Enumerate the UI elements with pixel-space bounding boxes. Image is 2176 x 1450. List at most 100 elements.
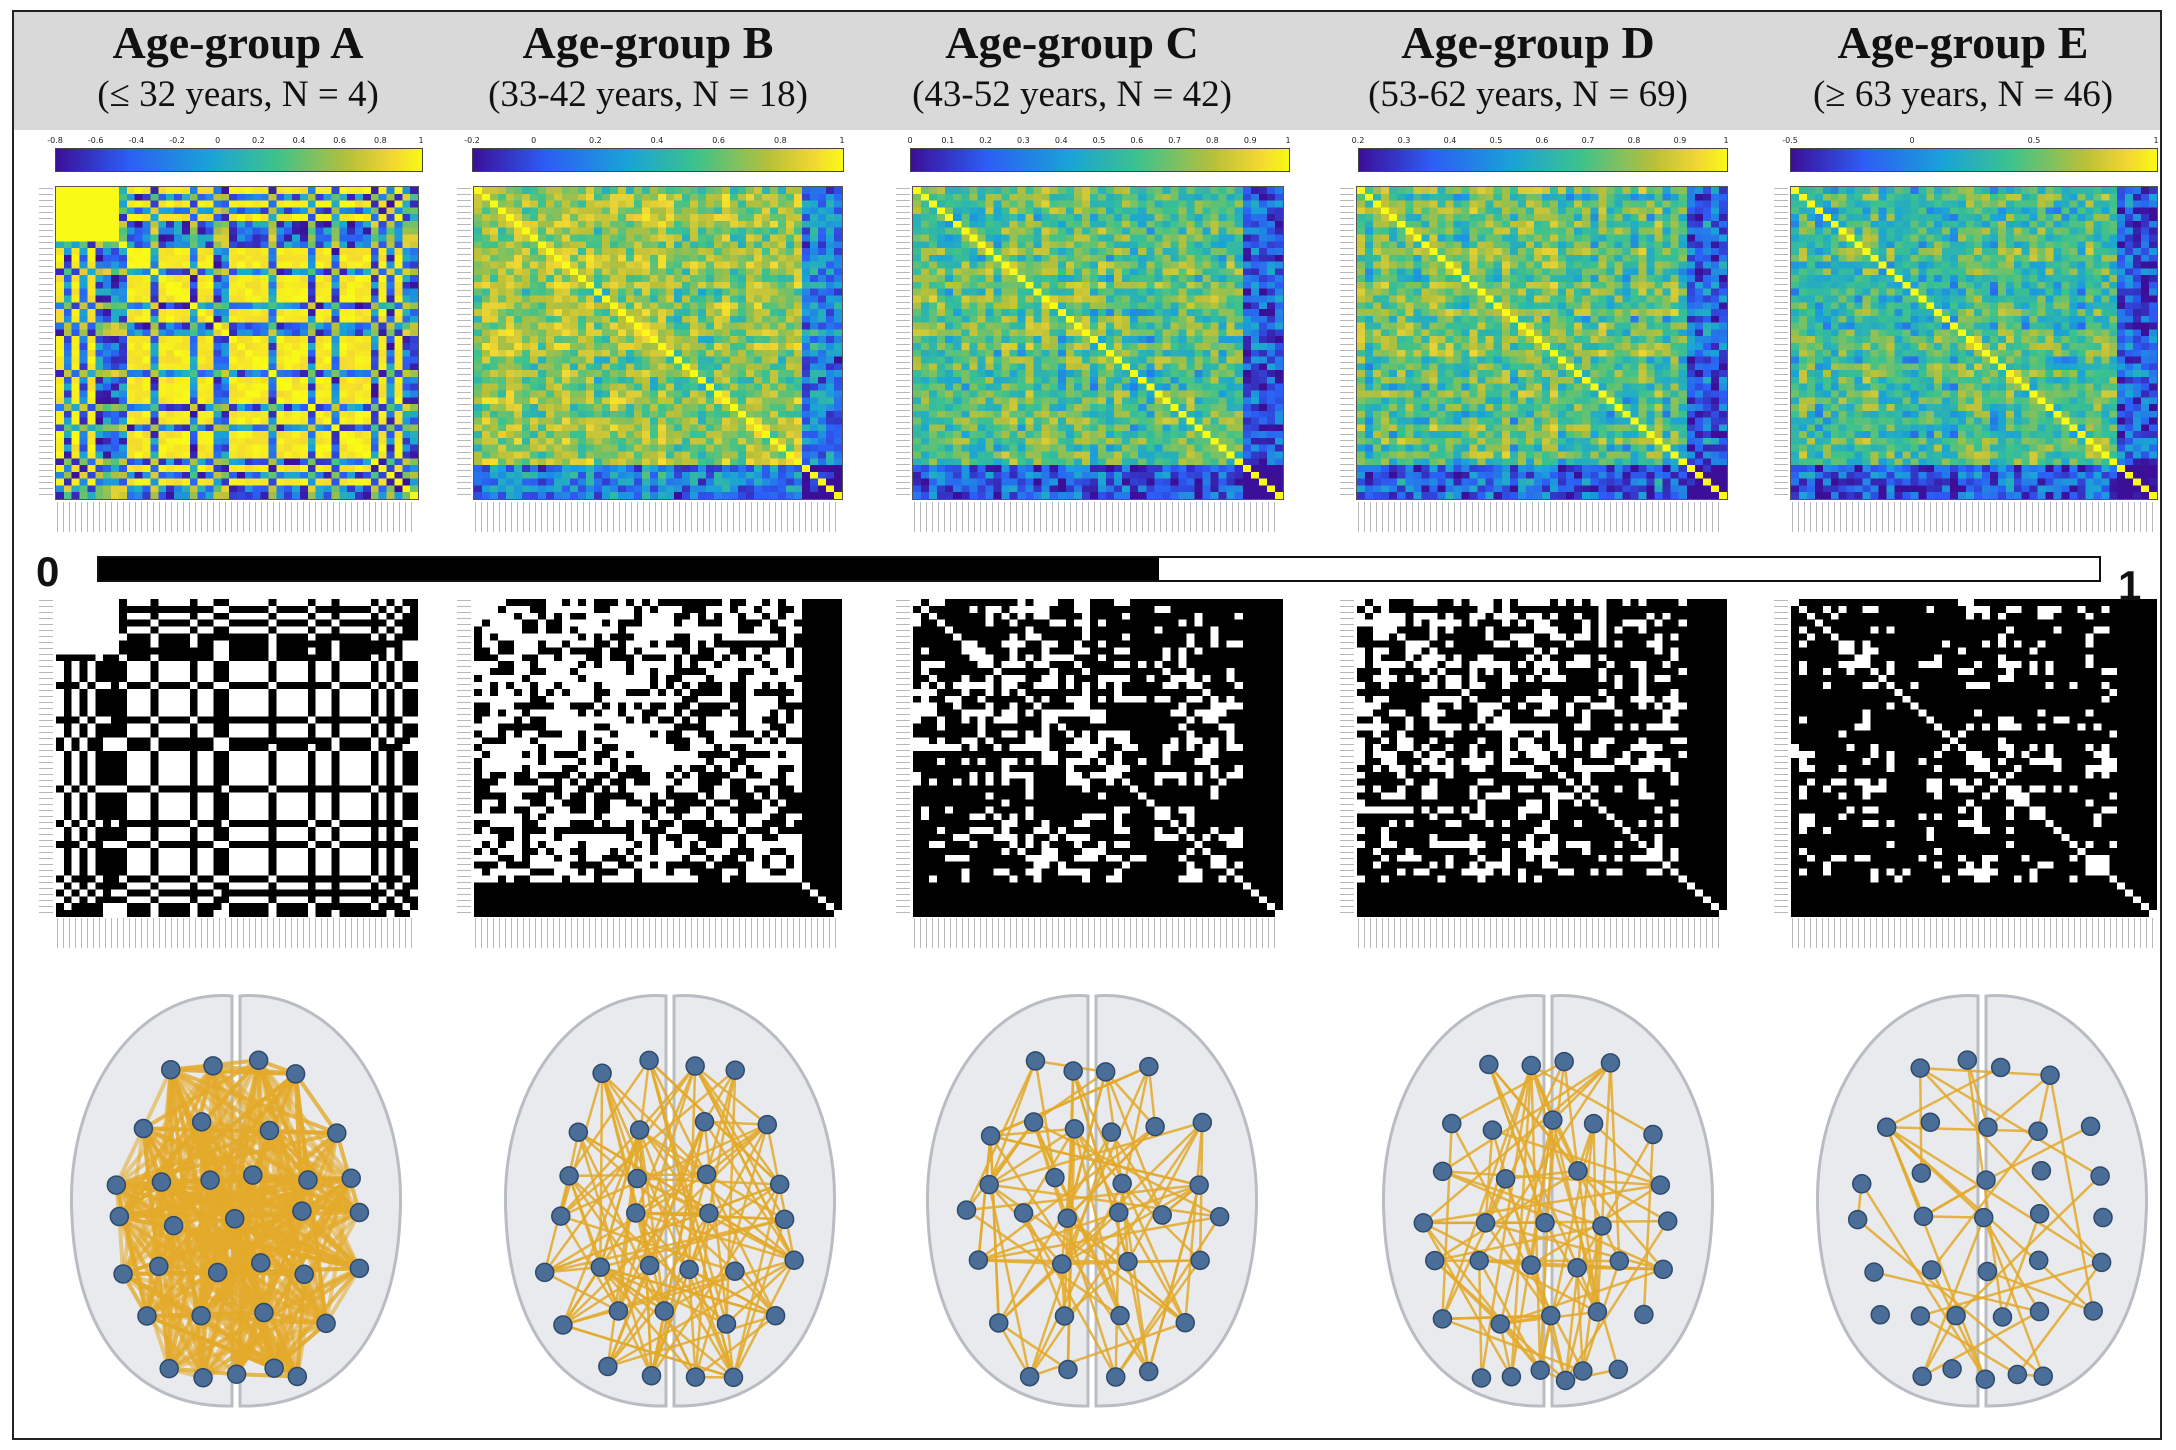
colorbar-tick: 0.3	[1397, 136, 1411, 145]
network-edge	[694, 1314, 777, 1379]
network-node	[1138, 1361, 1159, 1382]
network-edge	[990, 1127, 1075, 1138]
network-edge	[141, 1127, 220, 1274]
network-node	[1609, 1251, 1630, 1271]
network-edge	[600, 1073, 651, 1266]
network-node	[264, 1358, 284, 1378]
colorbar-tick: 0	[1909, 136, 1915, 145]
network-node	[1425, 1250, 1445, 1271]
network-edge	[577, 1131, 736, 1273]
network-node	[2033, 1366, 2053, 1386]
network-node	[1876, 1117, 1897, 1137]
network-edge	[988, 1060, 1037, 1186]
network-node	[1634, 1304, 1654, 1325]
colorbar-tick: 0.8	[373, 136, 387, 145]
network-edge	[262, 1210, 304, 1314]
network-node	[207, 1262, 228, 1283]
network-node	[1057, 1208, 1078, 1228]
network-node	[956, 1200, 977, 1220]
network-edge	[1073, 1128, 1124, 1185]
network-edge	[1530, 1064, 1654, 1136]
network-node	[1432, 1161, 1453, 1182]
network-node	[1479, 1054, 1499, 1075]
network-node	[1990, 1057, 2011, 1078]
network-edge	[156, 1069, 173, 1267]
network-edge	[1126, 1121, 1204, 1263]
group-header-c: Age-group C (43-52 years, N = 42)	[862, 14, 1282, 118]
network-edge	[1114, 1259, 1202, 1378]
network-edge	[1450, 1122, 1584, 1372]
network-edge	[1955, 1175, 2101, 1317]
network-node	[109, 1206, 130, 1227]
colorbar-tick: 0.2	[979, 136, 992, 145]
network-edge	[1886, 1126, 2103, 1264]
binary-matrix-e	[1790, 598, 2158, 918]
group-subtitle: (53-62 years, N = 69)	[1368, 74, 1688, 115]
network-node	[1058, 1359, 1078, 1380]
network-node	[285, 1064, 306, 1084]
colorbar-e	[1790, 148, 2158, 172]
network-nodes	[534, 1050, 804, 1388]
network-edge	[167, 1314, 203, 1370]
matrix-row-labels	[1774, 188, 1788, 496]
network-edge	[168, 1272, 306, 1371]
network-edge	[562, 1259, 795, 1327]
network-node	[592, 1063, 612, 1084]
colorbar-tick: 0	[531, 136, 537, 145]
network-edge	[990, 1065, 1150, 1138]
network-edge	[293, 1072, 339, 1135]
network-edge	[725, 1259, 795, 1325]
network-edge	[1022, 1212, 1066, 1317]
network-edge	[703, 1121, 735, 1378]
colorbar-tick: 0.5	[1092, 136, 1106, 145]
network-edge	[141, 1128, 172, 1369]
network-edge	[1104, 1071, 1150, 1372]
network-node	[1643, 1124, 1663, 1145]
network-node	[784, 1250, 804, 1271]
network-edge	[263, 1310, 327, 1326]
network-node	[765, 1305, 786, 1326]
network-edge	[1923, 1215, 1984, 1219]
network-node	[2083, 1301, 2103, 1321]
colorbar-tick: 0.4	[292, 136, 306, 145]
network-edge	[568, 1174, 728, 1325]
network-edge	[599, 1073, 604, 1268]
network-edge	[295, 1274, 307, 1377]
network-node	[1110, 1305, 1130, 1326]
network-node	[723, 1367, 744, 1388]
network-node	[1442, 1113, 1462, 1134]
network-node	[1942, 1359, 1962, 1379]
network-edge	[1885, 1126, 1925, 1217]
network-edge	[211, 1065, 237, 1220]
colorbar-tick: 0.9	[1243, 136, 1257, 145]
network-node	[757, 1114, 778, 1135]
network-node	[349, 1202, 370, 1223]
network-node	[248, 1050, 269, 1071]
network-node	[2029, 1204, 2050, 1224]
network-node	[1554, 1051, 1574, 1072]
network-edge	[965, 1121, 1035, 1211]
network-node	[685, 1056, 705, 1076]
group-title: Age-group B	[522, 17, 774, 68]
network-node	[2040, 1065, 2060, 1085]
network-edge	[978, 1183, 1200, 1262]
colorbar-tick: 0.1	[941, 136, 955, 145]
network-node	[1521, 1255, 1541, 1275]
network-edge	[634, 1065, 697, 1214]
colorbar-tick: -0.2	[169, 136, 185, 145]
network-node	[2090, 1166, 2110, 1186]
network-edge	[1596, 1062, 1612, 1312]
network-edge	[1873, 1270, 2040, 1313]
network-edge	[638, 1129, 735, 1378]
network-edge	[1562, 1061, 1580, 1172]
network-edge	[173, 1176, 352, 1228]
network-node	[1535, 1212, 1555, 1233]
colorbar-tick: 0.7	[1581, 136, 1595, 145]
network-edge	[1422, 1221, 1598, 1314]
colorbar-tick: 0.2	[588, 136, 602, 145]
colorbar-tick: 0.5	[2027, 136, 2041, 145]
network-node	[1978, 1117, 1998, 1138]
network-edge	[1441, 1123, 1454, 1319]
network-edge	[1147, 1184, 1201, 1372]
network-nodes	[106, 1050, 370, 1388]
